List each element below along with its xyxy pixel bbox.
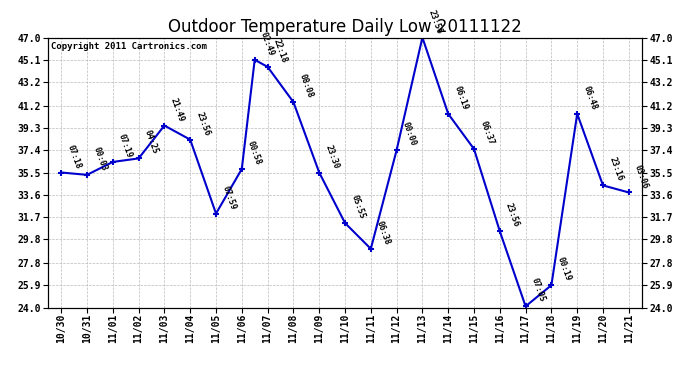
- Text: 06:38: 06:38: [375, 219, 392, 246]
- Text: 23:30: 23:30: [324, 143, 340, 170]
- Text: 06:19: 06:19: [453, 84, 469, 111]
- Text: Copyright 2011 Cartronics.com: Copyright 2011 Cartronics.com: [51, 42, 207, 51]
- Text: 23:56: 23:56: [195, 110, 211, 137]
- Text: 07:19: 07:19: [117, 133, 134, 159]
- Text: 22:18: 22:18: [272, 38, 289, 64]
- Text: 23:16: 23:16: [607, 156, 624, 183]
- Text: 21:49: 21:49: [168, 96, 186, 123]
- Text: 08:08: 08:08: [297, 73, 315, 99]
- Text: 00:00: 00:00: [401, 121, 417, 147]
- Title: Outdoor Temperature Daily Low 20111122: Outdoor Temperature Daily Low 20111122: [168, 18, 522, 36]
- Text: 04:25: 04:25: [143, 129, 160, 156]
- Text: 05:55: 05:55: [349, 194, 366, 220]
- Text: 03:06: 03:06: [633, 163, 650, 190]
- Text: 00:58: 00:58: [246, 140, 263, 166]
- Text: 06:37: 06:37: [478, 120, 495, 146]
- Text: 07:18: 07:18: [66, 143, 82, 170]
- Text: 06:48: 06:48: [582, 84, 598, 111]
- Text: 00:03: 00:03: [91, 146, 108, 172]
- Text: 02:49: 02:49: [259, 30, 276, 57]
- Text: 07:59: 07:59: [220, 184, 237, 211]
- Text: 00:19: 00:19: [555, 256, 573, 282]
- Text: 23:56: 23:56: [426, 8, 444, 35]
- Text: 23:56: 23:56: [504, 202, 521, 228]
- Text: 07:05: 07:05: [530, 277, 546, 303]
